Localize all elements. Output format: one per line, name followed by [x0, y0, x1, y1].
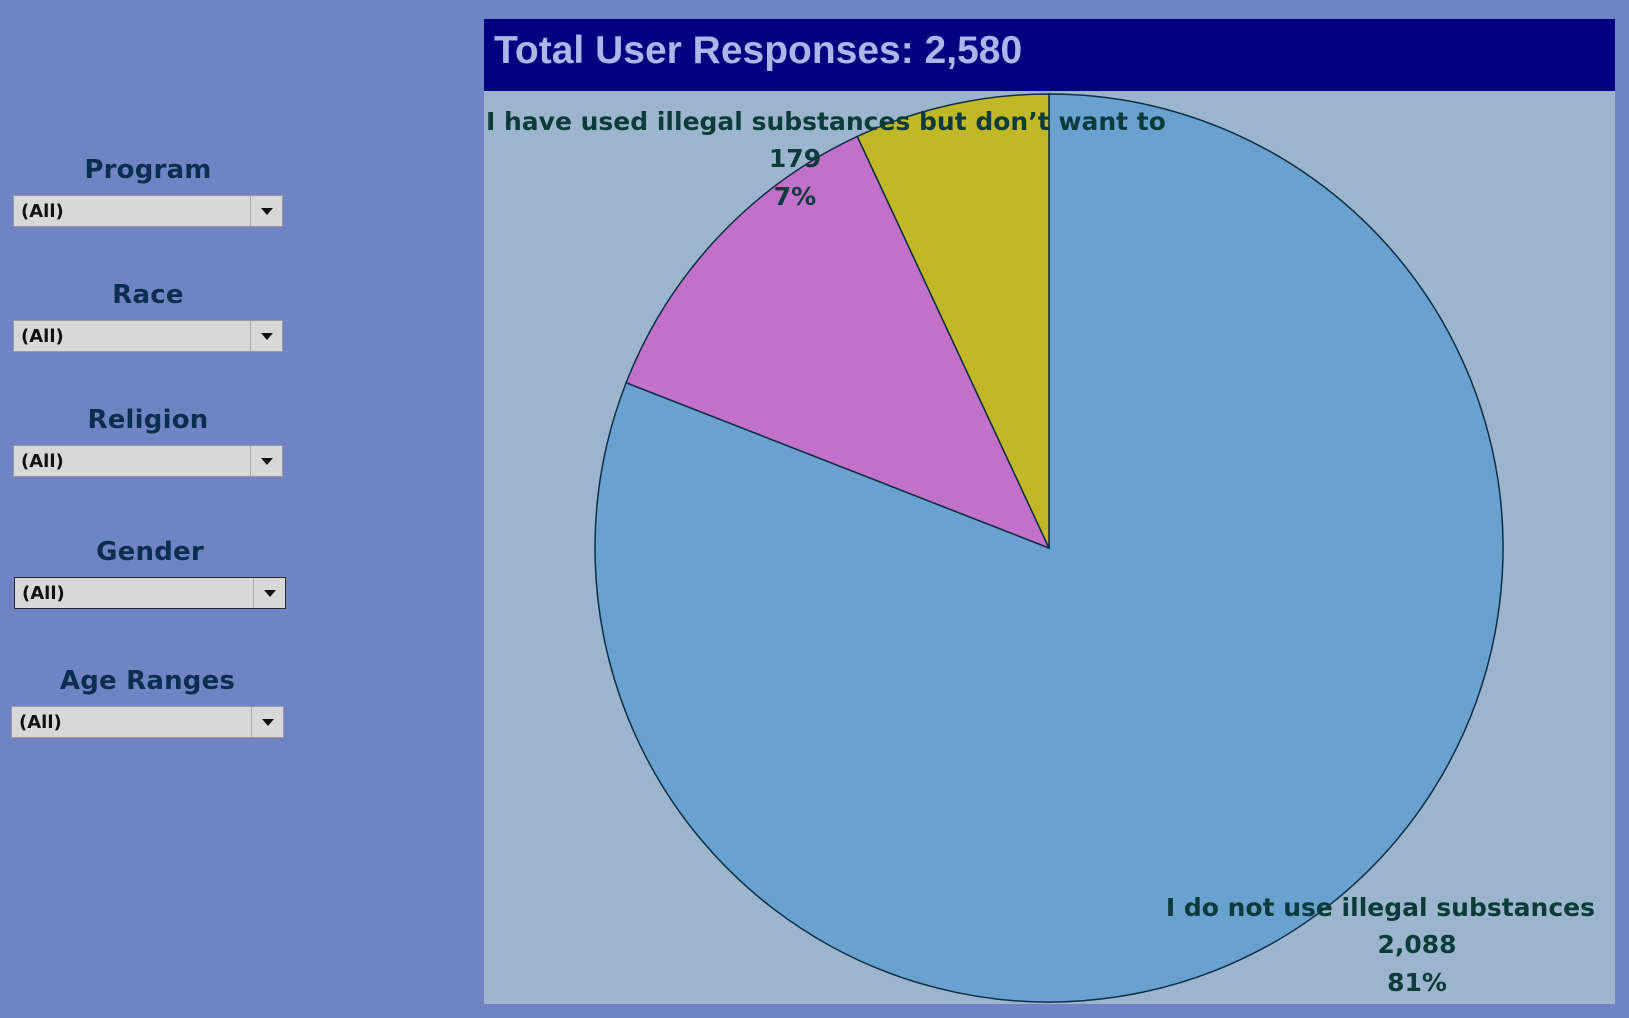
- filter-religion-label: Religion: [87, 405, 209, 435]
- chart-title: Total User Responses: 2,580: [494, 29, 1023, 72]
- filter-sidebar: Program (All) Race (All) Religion (All) …: [0, 0, 300, 1018]
- religion-dropdown[interactable]: (All): [13, 445, 283, 477]
- filter-age-ranges: Age Ranges (All): [11, 666, 284, 738]
- filter-gender-label: Gender: [96, 537, 204, 567]
- slice-label-percent-2: 7%: [774, 182, 816, 211]
- chevron-down-icon[interactable]: [251, 707, 283, 737]
- religion-dropdown-value: (All): [21, 451, 64, 472]
- race-dropdown[interactable]: (All): [13, 320, 283, 352]
- slice-label-name-0: I do not use illegal substances: [1166, 893, 1595, 922]
- age-ranges-dropdown-value: (All): [19, 712, 62, 733]
- slice-label-value-2: 179: [769, 144, 821, 173]
- program-dropdown-value: (All): [21, 201, 64, 222]
- gender-dropdown[interactable]: (All): [14, 577, 286, 609]
- chevron-down-icon[interactable]: [250, 196, 282, 226]
- chevron-down-icon[interactable]: [250, 446, 282, 476]
- race-dropdown-value: (All): [21, 326, 64, 347]
- filter-age-ranges-label: Age Ranges: [59, 666, 236, 696]
- filter-gender: Gender (All): [14, 537, 286, 609]
- slice-label-percent-0: 81%: [1387, 968, 1447, 997]
- age-ranges-dropdown[interactable]: (All): [11, 706, 284, 738]
- chevron-down-icon[interactable]: [250, 321, 282, 351]
- slice-label-name-2: I have used illegal substances but don’t…: [486, 107, 1166, 136]
- filter-program-label: Program: [84, 155, 212, 185]
- program-dropdown[interactable]: (All): [13, 195, 283, 227]
- gender-dropdown-value: (All): [22, 583, 65, 604]
- filter-religion: Religion (All): [13, 405, 283, 477]
- pie-slice-2[interactable]: [856, 93, 1050, 549]
- slice-label-value-0: 2,088: [1377, 930, 1456, 959]
- chevron-down-icon[interactable]: [253, 578, 285, 608]
- filter-race: Race (All): [13, 280, 283, 352]
- pie-slice-1[interactable]: [625, 135, 1051, 550]
- title-bar: Total User Responses: 2,580: [484, 19, 1615, 91]
- filter-race-label: Race: [112, 280, 184, 310]
- filter-program: Program (All): [13, 155, 283, 227]
- pie-chart: I do not use illegal substances 2,088 81% I…: [486, 93, 1595, 1003]
- chart-panel: I do not use illegal substances 2,088 81% I…: [484, 19, 1615, 1004]
